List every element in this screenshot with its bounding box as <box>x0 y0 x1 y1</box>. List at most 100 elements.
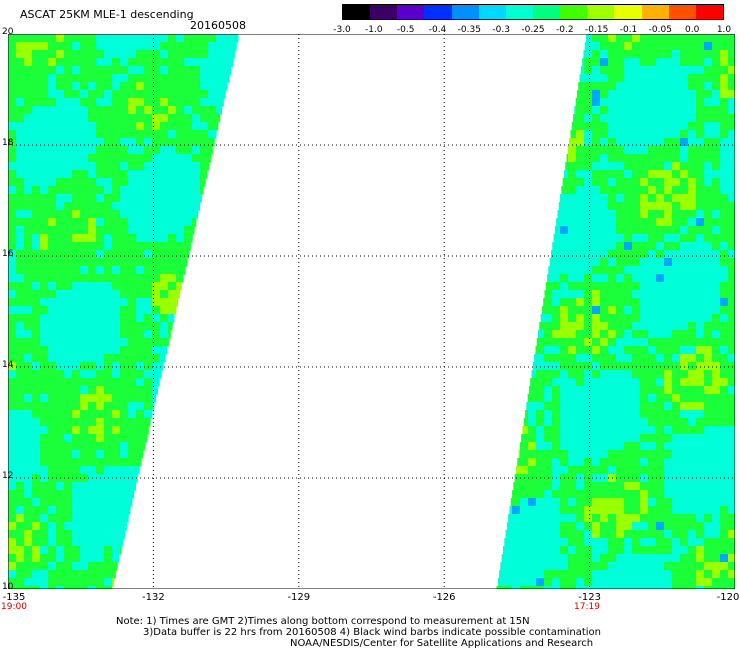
swath-cell <box>72 170 81 179</box>
swath-cell <box>40 242 49 251</box>
swath-cell <box>672 314 681 323</box>
swath-cell <box>144 66 153 75</box>
swath-cell <box>184 58 193 67</box>
swath-cell <box>544 458 553 467</box>
swath-cell <box>88 538 97 547</box>
swath-cell <box>88 578 97 587</box>
swath-cell <box>104 242 113 251</box>
swath-cell <box>112 466 121 475</box>
swath-cell <box>640 186 649 195</box>
swath-cell <box>672 66 681 75</box>
swath-cell <box>648 186 657 195</box>
swath-cell <box>144 378 153 387</box>
swath-cell <box>80 226 89 235</box>
swath-cell <box>624 458 633 467</box>
swath-cell <box>600 346 609 355</box>
swath-cell <box>8 98 17 107</box>
swath-cell <box>88 402 97 411</box>
swath-cell <box>664 170 673 179</box>
swath-cell <box>8 506 17 515</box>
swath-cell <box>664 354 673 363</box>
swath-cell <box>576 290 585 299</box>
swath-cell <box>136 114 145 123</box>
swath-cell <box>200 178 206 187</box>
swath-cell <box>712 554 721 563</box>
swath-cell <box>184 234 193 243</box>
swath-cell <box>208 90 217 99</box>
colorbar-swatch <box>587 5 615 19</box>
swath-cell <box>720 34 729 43</box>
swath-cell <box>24 218 33 227</box>
swath-cell <box>88 410 97 419</box>
swath-cell <box>640 330 649 339</box>
swath-cell <box>728 466 735 475</box>
swath-cell <box>704 50 713 59</box>
swath-cell <box>592 394 601 403</box>
swath-cell <box>48 226 57 235</box>
swath-cell <box>720 538 729 547</box>
swath-cell <box>512 514 521 523</box>
swath-cell <box>80 42 89 51</box>
swath-cell <box>632 314 641 323</box>
swath-cell <box>616 578 625 587</box>
swath-cell <box>584 346 593 355</box>
swath-cell <box>624 482 633 491</box>
swath-cell <box>712 242 721 251</box>
swath-cell <box>616 442 625 451</box>
swath-cell <box>592 194 601 203</box>
swath-cell <box>120 458 129 467</box>
swath-cell <box>584 306 593 315</box>
swath-cell <box>184 66 193 75</box>
swath-cell <box>728 354 735 363</box>
swath-cell <box>152 250 161 259</box>
swath-cell <box>600 506 609 515</box>
swath-cell <box>128 330 137 339</box>
swath-cell <box>32 162 41 171</box>
swath-cell <box>656 50 665 59</box>
swath-cell <box>584 58 593 67</box>
swath-cell <box>40 234 49 243</box>
swath-cell <box>632 170 641 179</box>
swath-cell <box>712 426 721 435</box>
swath-cell <box>48 346 57 355</box>
swath-cell <box>128 370 137 379</box>
swath-cell <box>616 282 625 291</box>
swath-cell <box>184 202 193 211</box>
swath-cell <box>688 418 697 427</box>
swath-cell <box>600 554 609 563</box>
swath-cell <box>704 210 713 219</box>
swath-cell <box>208 130 217 139</box>
swath-cell <box>104 450 113 459</box>
swath-cell <box>664 82 673 91</box>
swath-cell <box>32 314 41 323</box>
swath-cell <box>560 338 569 347</box>
swath-cell <box>112 234 121 243</box>
swath-cell <box>558 202 561 211</box>
swath-cell <box>656 114 665 123</box>
swath-cell <box>80 386 89 395</box>
swath-cell <box>72 458 81 467</box>
swath-cell <box>632 234 641 243</box>
swath-cell <box>64 106 73 115</box>
swath-cell <box>96 194 105 203</box>
swath-cell <box>548 266 553 275</box>
swath-cell <box>704 242 713 251</box>
swath-cell <box>136 74 145 83</box>
swath-cell <box>560 274 569 283</box>
swath-cell <box>696 354 705 363</box>
swath-cell <box>656 378 665 387</box>
swath-cell <box>8 266 17 275</box>
swath-cell <box>80 218 89 227</box>
swath-cell <box>672 138 681 147</box>
swath-cell <box>536 418 545 427</box>
swath-cell <box>192 58 201 67</box>
swath-cell <box>632 34 641 43</box>
swath-cell <box>72 410 81 419</box>
swath-cell <box>600 298 609 307</box>
swath-cell <box>24 114 33 123</box>
swath-cell <box>563 170 569 179</box>
colorbar-swatch <box>397 5 425 19</box>
swath-cell <box>712 506 721 515</box>
swath-cell <box>120 418 129 427</box>
swath-cell <box>680 578 689 587</box>
